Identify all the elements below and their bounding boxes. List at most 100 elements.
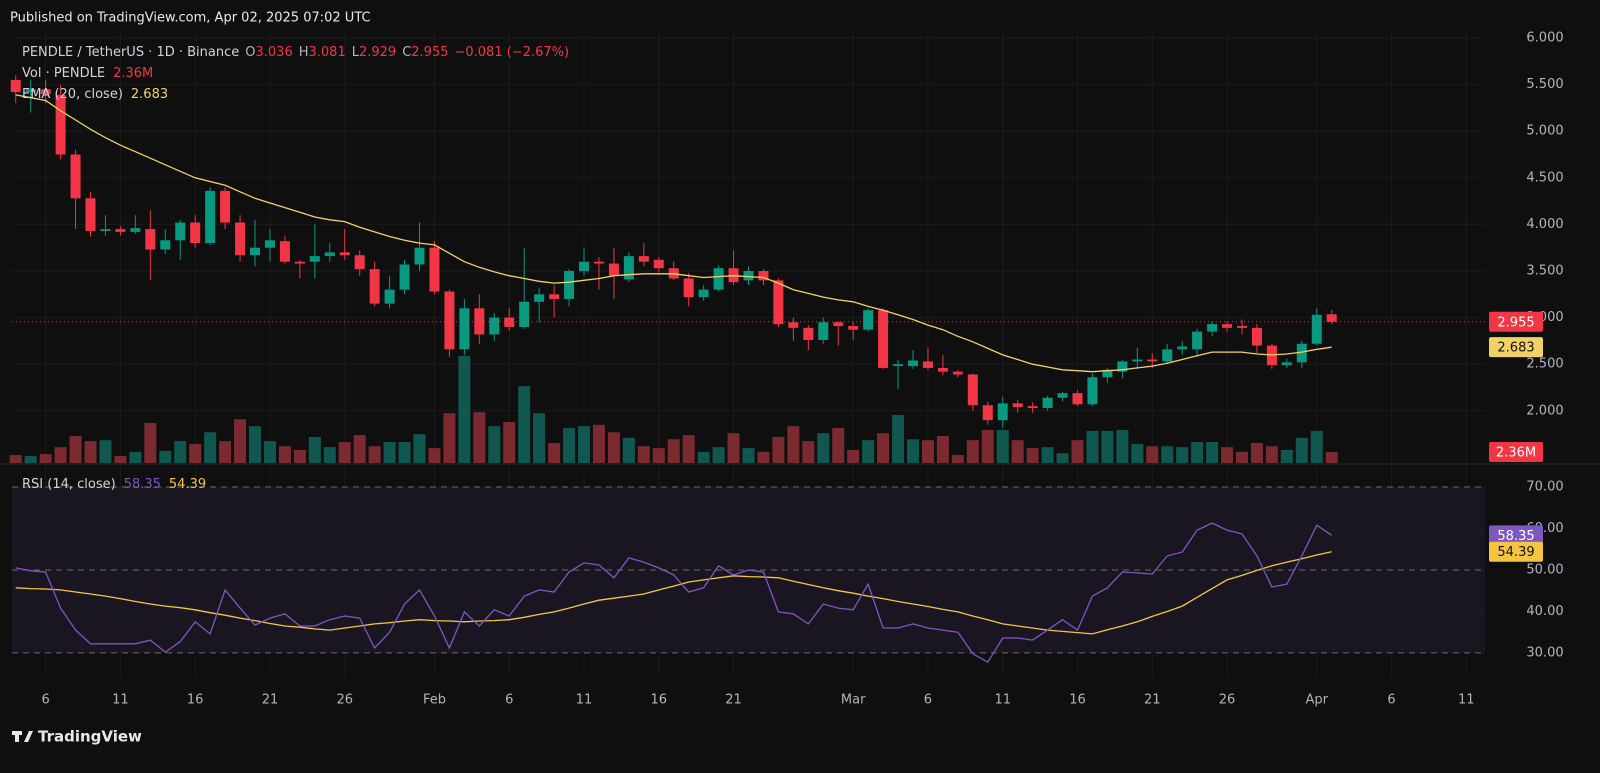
candle-body: [279, 241, 290, 262]
candle-body: [878, 310, 889, 368]
candle-body: [1251, 327, 1262, 346]
candle-body: [937, 367, 948, 372]
x-tick-label: 21: [262, 693, 279, 708]
x-tick-label: 26: [1219, 693, 1236, 708]
candle-body: [1311, 314, 1322, 344]
candle-body: [444, 291, 455, 350]
volume-bar: [263, 441, 276, 463]
y-tick-label: 5.000: [1526, 124, 1563, 139]
volume-bar: [847, 449, 860, 463]
volume-legend: Vol · PENDLE 2.36M: [22, 66, 153, 81]
candle-body: [1042, 397, 1053, 409]
volume-bar: [398, 442, 411, 463]
y-tick-label: 2.500: [1526, 357, 1563, 372]
y-tick-label: 3.500: [1526, 264, 1563, 279]
candle-body: [967, 374, 978, 406]
volume-bar: [667, 439, 680, 463]
candle-body: [220, 190, 231, 223]
volume-bar: [712, 447, 725, 463]
volume-bar: [966, 440, 979, 463]
volume-bar: [1235, 451, 1248, 463]
candle-body: [564, 271, 575, 299]
volume-bar: [697, 451, 710, 463]
price-badge-bg: [1489, 311, 1543, 332]
candle-body: [1012, 403, 1023, 408]
volume-bar: [443, 413, 456, 463]
candle-body: [1281, 362, 1292, 366]
x-tick-label: 21: [725, 693, 742, 708]
candle-body: [309, 256, 320, 262]
x-tick-label: 21: [1144, 693, 1161, 708]
volume-bar: [383, 442, 396, 463]
candle-body: [369, 269, 380, 304]
close-letter: C: [402, 45, 411, 60]
low-letter: L: [352, 45, 360, 60]
volume-bar: [24, 456, 37, 463]
candle-body: [713, 268, 724, 290]
y-tick-label: 2.000: [1526, 403, 1563, 418]
rsi-tick-label: 30.00: [1526, 645, 1563, 660]
volume-bar: [592, 424, 605, 463]
rsi-ma-line: [15, 551, 1332, 635]
ema-name: EMA (20, close): [22, 87, 123, 102]
candle-body: [833, 322, 844, 326]
volume-bar: [518, 386, 531, 463]
volume-bar: [817, 433, 830, 463]
volume-bar: [802, 441, 815, 463]
candle-body: [818, 322, 829, 340]
candle-body: [100, 229, 111, 231]
volume-bar: [1221, 447, 1234, 463]
candle-body: [1177, 346, 1188, 350]
candle-body: [534, 294, 545, 302]
volume-bar: [473, 412, 486, 463]
volume-bar: [278, 446, 291, 463]
candle-body: [893, 364, 904, 367]
candle-body: [1222, 324, 1233, 328]
candle-body: [1117, 361, 1128, 372]
candle-body: [115, 229, 126, 232]
x-tick-label: Apr: [1306, 693, 1329, 708]
volume-bar: [1131, 443, 1144, 463]
volume-bar: [458, 355, 471, 463]
rsi-line: [15, 522, 1333, 663]
candle-body: [324, 252, 335, 257]
candle-body: [414, 247, 425, 265]
volume-bar: [428, 448, 441, 463]
candle-body: [190, 222, 201, 244]
volume-bar: [39, 454, 52, 463]
y-tick-label: 4.000: [1526, 217, 1563, 232]
candle-body: [10, 79, 21, 93]
volume-bar: [607, 432, 620, 463]
candle-body: [1102, 369, 1113, 378]
rsi-tick-label: 40.00: [1526, 604, 1563, 619]
volume-bar: [742, 448, 755, 463]
candle-body: [205, 190, 216, 244]
ohlc-legend: PENDLE / TetherUS · 1D · Binance O3.036 H3…: [22, 45, 569, 60]
candle-body: [40, 89, 51, 94]
x-tick-label: 11: [112, 693, 129, 708]
x-tick-label: Mar: [841, 693, 866, 708]
candle-body: [519, 301, 530, 327]
volume-bar: [1146, 446, 1159, 463]
volume-bar: [249, 426, 262, 463]
candle-body: [1162, 349, 1173, 362]
volume-bar: [234, 419, 247, 463]
volume-bar: [1041, 447, 1054, 463]
x-tick-label: 11: [1458, 693, 1475, 708]
candle-body: [952, 371, 963, 375]
ema-value: 2.683: [131, 87, 168, 102]
volume-bar: [1026, 448, 1039, 463]
candle-body: [145, 229, 156, 250]
volume-bar: [906, 439, 919, 463]
volume-bar: [832, 428, 845, 463]
candle-body: [579, 261, 590, 272]
price-badge: 2.955: [1497, 315, 1534, 330]
rsi-ma-badge: 54.39: [1497, 545, 1534, 560]
volume-bar: [9, 455, 22, 463]
candle-body: [638, 256, 649, 262]
candle-body: [474, 308, 485, 335]
volume-bar: [921, 440, 934, 463]
candle-body: [55, 94, 66, 155]
x-tick-label: 6: [505, 693, 513, 708]
